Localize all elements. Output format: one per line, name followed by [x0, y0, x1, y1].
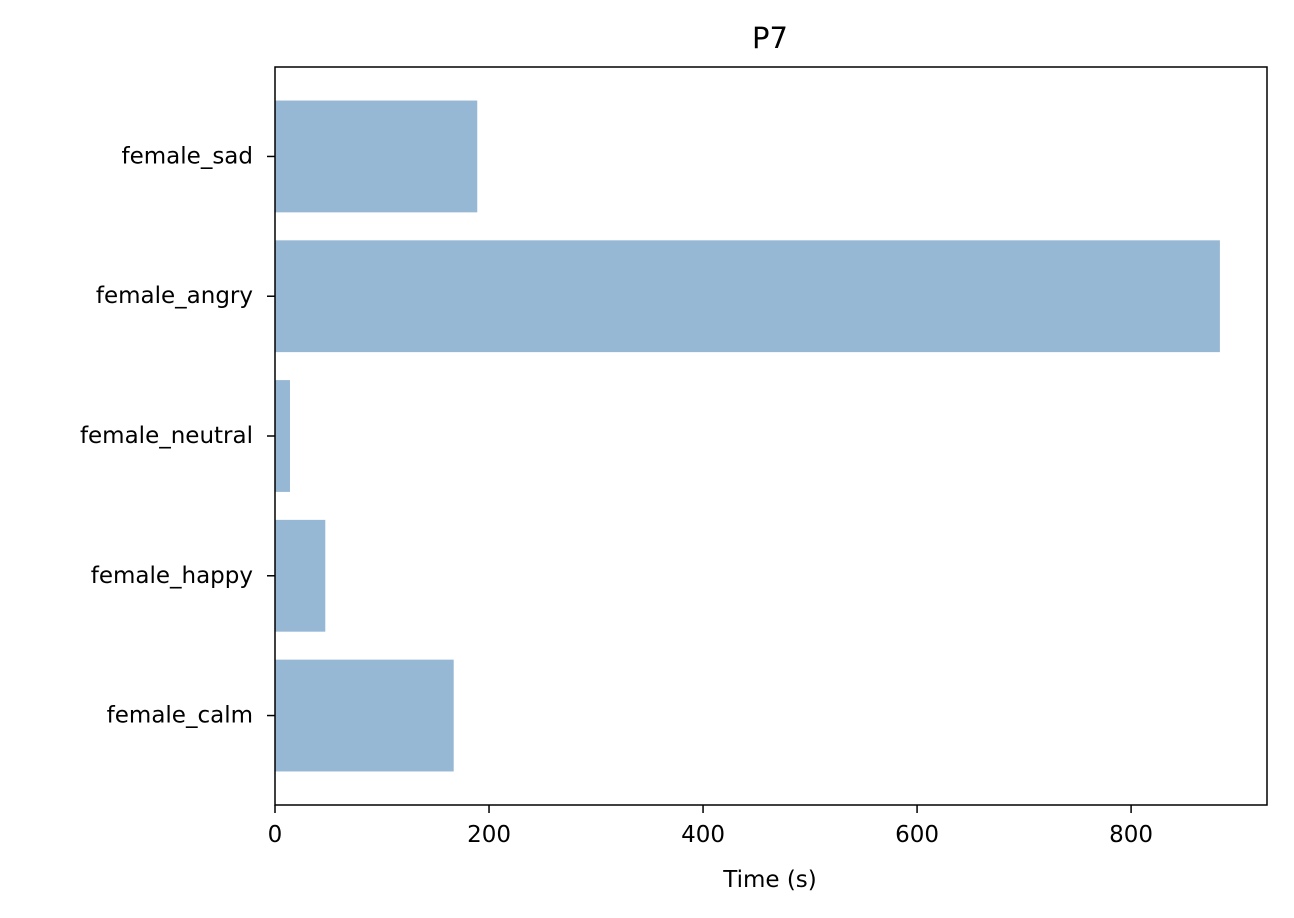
y-tick-label: female_calm: [107, 703, 253, 729]
bar-female-angry: [275, 240, 1220, 353]
y-tick-label: female_sad: [122, 143, 253, 169]
x-tick-label: 600: [895, 822, 939, 848]
x-axis-ticks: 0 200 400 600 800: [268, 805, 1153, 848]
plot-frame: [274, 66, 1268, 806]
bar-female-neutral: [275, 380, 290, 492]
y-axis-ticks: female_calm female_happy female_neutral fem…: [80, 143, 275, 729]
bar-female-happy: [275, 519, 326, 632]
x-tick-label: 0: [268, 822, 283, 848]
x-tick-label: 800: [1109, 822, 1153, 848]
bar-female-sad: [275, 100, 478, 213]
x-tick-label: 200: [467, 822, 511, 848]
x-axis-label: Time (s): [722, 867, 817, 893]
y-tick-label: female_neutral: [80, 423, 253, 449]
bars-layer: [275, 100, 1220, 772]
y-tick-label: female_happy: [91, 563, 253, 589]
x-tick-label: 400: [681, 822, 725, 848]
chart-title: P7: [752, 21, 788, 55]
y-tick-label: female_angry: [96, 283, 253, 309]
bar-female-calm: [275, 659, 454, 772]
